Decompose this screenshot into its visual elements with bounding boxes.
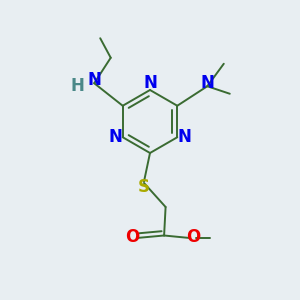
Text: H: H	[71, 77, 85, 95]
Text: N: N	[87, 71, 101, 89]
Text: N: N	[108, 128, 122, 146]
Text: O: O	[186, 228, 201, 246]
Text: N: N	[178, 128, 192, 146]
Text: S: S	[138, 178, 150, 196]
Text: N: N	[200, 74, 214, 92]
Text: N: N	[143, 74, 157, 92]
Text: O: O	[125, 228, 140, 246]
